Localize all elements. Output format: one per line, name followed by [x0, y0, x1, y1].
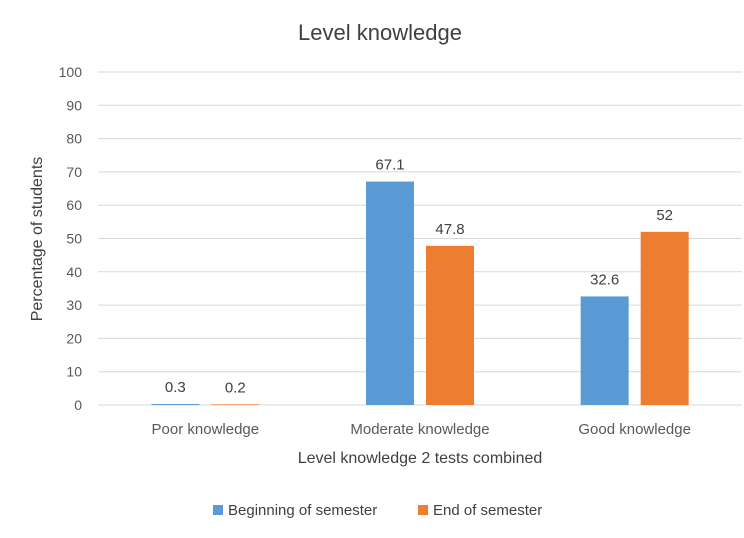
y-tick-label: 50 [66, 231, 82, 247]
x-axis-label: Level knowledge 2 tests combined [298, 450, 543, 467]
y-tick-label: 60 [66, 197, 82, 213]
y-tick-label: 70 [66, 164, 82, 180]
y-tick-label: 100 [59, 64, 83, 80]
bars [151, 181, 689, 405]
gridlines [98, 71, 742, 406]
legend-swatch [418, 505, 428, 515]
bar [426, 245, 474, 405]
x-category-label: Poor knowledge [152, 421, 260, 438]
y-tick-label: 40 [66, 264, 82, 280]
data-label: 47.8 [435, 221, 464, 238]
bar [580, 296, 629, 405]
y-tick-label: 20 [66, 330, 82, 346]
data-labels: 0.3 0.2 67.1 47.8 32.6 52 [165, 157, 673, 397]
y-tick-label: 10 [66, 364, 82, 380]
x-axis-categories: Poor knowledge Moderate knowledge Good kno… [152, 421, 691, 438]
data-label: 32.6 [590, 271, 619, 288]
y-tick-label: 90 [66, 97, 82, 113]
legend: Beginning of semester End of semester [213, 502, 542, 519]
y-axis-ticks: 0 10 20 30 40 50 60 70 80 90 100 [59, 64, 83, 413]
chart-title: Level knowledge [298, 20, 462, 45]
bar [366, 181, 414, 405]
x-category-label: Moderate knowledge [350, 421, 489, 438]
data-label: 52 [656, 207, 673, 224]
legend-swatch [213, 505, 223, 515]
y-tick-label: 30 [66, 297, 82, 313]
x-category-label: Good knowledge [578, 421, 691, 438]
legend-label: Beginning of semester [228, 502, 377, 519]
data-label: 0.3 [165, 379, 186, 396]
y-tick-label: 0 [74, 397, 82, 413]
bar [211, 404, 260, 405]
y-tick-label: 80 [66, 131, 82, 147]
data-label: 0.2 [225, 379, 246, 396]
bar [151, 404, 200, 405]
legend-label: End of semester [433, 502, 542, 519]
y-axis-label: Percentage of students [29, 157, 46, 322]
bar [640, 231, 689, 405]
data-label: 67.1 [375, 157, 404, 174]
